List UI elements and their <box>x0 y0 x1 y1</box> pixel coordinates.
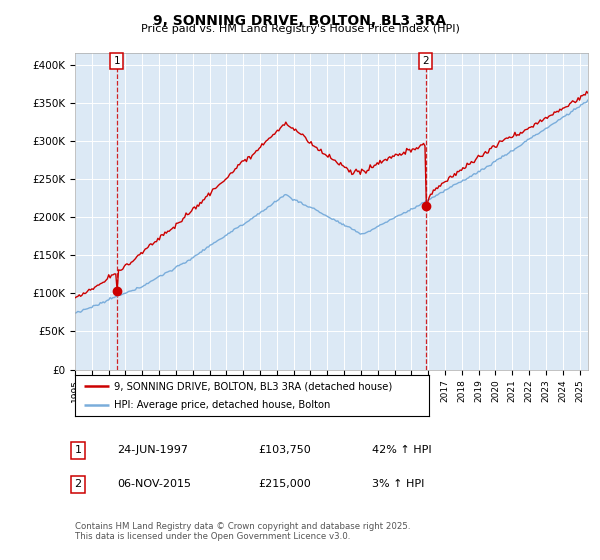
Text: 42% ↑ HPI: 42% ↑ HPI <box>372 445 431 455</box>
Text: 3% ↑ HPI: 3% ↑ HPI <box>372 479 424 489</box>
Text: 9, SONNING DRIVE, BOLTON, BL3 3RA (detached house): 9, SONNING DRIVE, BOLTON, BL3 3RA (detac… <box>114 381 392 391</box>
Text: 9, SONNING DRIVE, BOLTON, BL3 3RA: 9, SONNING DRIVE, BOLTON, BL3 3RA <box>154 14 446 28</box>
Text: Price paid vs. HM Land Registry's House Price Index (HPI): Price paid vs. HM Land Registry's House … <box>140 24 460 34</box>
Text: 2: 2 <box>422 56 429 66</box>
Text: 1: 1 <box>113 56 120 66</box>
Text: HPI: Average price, detached house, Bolton: HPI: Average price, detached house, Bolt… <box>114 400 331 410</box>
Text: £103,750: £103,750 <box>258 445 311 455</box>
Text: 2: 2 <box>74 479 82 489</box>
Text: 1: 1 <box>74 445 82 455</box>
Text: Contains HM Land Registry data © Crown copyright and database right 2025.
This d: Contains HM Land Registry data © Crown c… <box>75 522 410 542</box>
Text: 06-NOV-2015: 06-NOV-2015 <box>117 479 191 489</box>
Text: 24-JUN-1997: 24-JUN-1997 <box>117 445 188 455</box>
Text: £215,000: £215,000 <box>258 479 311 489</box>
